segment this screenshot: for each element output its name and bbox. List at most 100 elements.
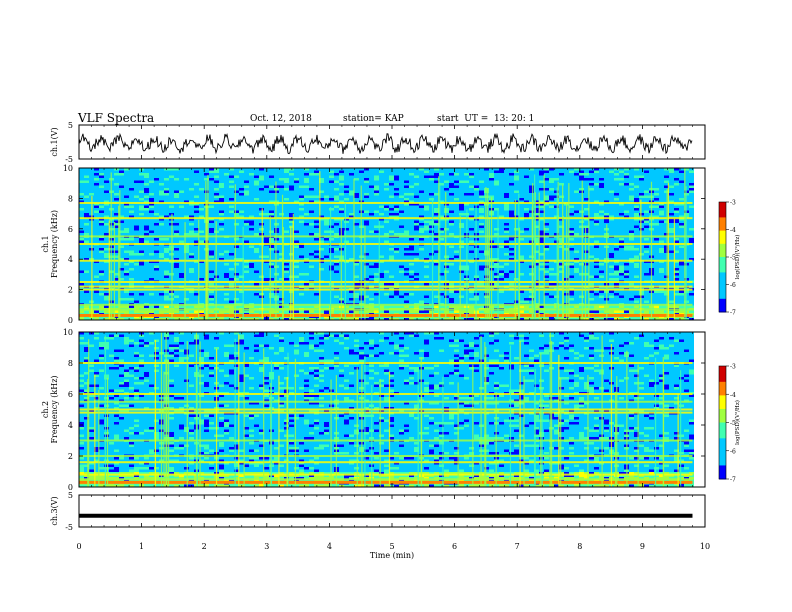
spectrogram-cell (284, 208, 289, 211)
spectrogram-cell (504, 253, 509, 256)
spectrogram-cell (524, 175, 529, 178)
spectrogram-cell (144, 265, 149, 268)
spectrogram-cell (629, 230, 634, 233)
spectrogram-cell (659, 210, 664, 213)
spectrogram-cell (354, 258, 359, 261)
spectrogram-cell (234, 183, 239, 186)
spectrogram-cell (644, 185, 649, 188)
spectrogram-cell (234, 208, 239, 211)
spectrogram-cell (114, 253, 119, 256)
spectrogram-cell (159, 170, 164, 173)
spectrogram-cell (269, 250, 274, 253)
spectrogram-cell (124, 230, 129, 233)
spectrogram-cell (134, 208, 139, 211)
spectrogram-cell (689, 195, 694, 198)
spectrogram-cell (449, 248, 454, 251)
spectrogram-cell (619, 250, 624, 253)
spectrogram-cell (234, 248, 239, 251)
spectrogram-cell (534, 240, 539, 243)
spectrogram-cell (79, 208, 84, 211)
spectrogram-cell (99, 193, 104, 196)
spectrogram-cell (519, 200, 524, 203)
spectrogram-cell (289, 228, 294, 231)
spectrogram-cell (644, 203, 649, 206)
spectrogram-cell (294, 188, 299, 191)
spectrogram-cell (254, 228, 259, 231)
spectrogram-cell (409, 188, 414, 191)
spectrogram-cell (129, 260, 134, 263)
spectrogram-cell (669, 255, 674, 258)
spectrogram-cell (144, 168, 149, 171)
spectrogram-cell (639, 200, 644, 203)
spectrogram-cell (399, 180, 404, 183)
spectrogram-cell (674, 180, 679, 183)
spectrogram-cell (674, 245, 679, 248)
spectrogram-cell (179, 250, 184, 253)
spectrogram-cell (604, 173, 609, 176)
spectrogram-cell (589, 225, 594, 228)
spectrogram-cell (629, 260, 634, 263)
spectrogram-cell (284, 195, 289, 198)
spectrogram-cell (619, 220, 624, 223)
spectrogram-cell (609, 193, 614, 196)
spectrogram-cell (144, 215, 149, 218)
spectrogram-cell (194, 245, 199, 248)
spectrogram-cell (494, 240, 499, 243)
spectrogram-cell (284, 210, 289, 213)
spectrogram-cell (609, 240, 614, 243)
spectrogram-cell (389, 185, 394, 188)
spectrogram-cell (654, 240, 659, 243)
spectrogram-cell (244, 253, 249, 256)
spectrogram-cell (634, 178, 639, 181)
spectrogram-cell (269, 265, 274, 268)
spectrogram-cell (154, 200, 159, 203)
spectrogram-cell (339, 198, 344, 201)
spectrogram-cell (404, 173, 409, 176)
spectrogram-cell (619, 215, 624, 218)
spectrogram-cell (134, 195, 139, 198)
spectrogram-cell (244, 225, 249, 228)
spectrogram-cell (334, 233, 339, 236)
spectrogram-cell (349, 208, 354, 211)
spectrogram-cell (259, 258, 264, 261)
spectrogram-cell (554, 193, 559, 196)
spectrogram-cell (469, 175, 474, 178)
spectrogram-cell (609, 210, 614, 213)
spectrogram-cell (94, 180, 99, 183)
spectrogram-cell (344, 200, 349, 203)
spectrogram-cell (534, 225, 539, 228)
spectrogram-cell (204, 173, 209, 176)
spectrogram-cell (269, 185, 274, 188)
spectrogram-cell (559, 173, 564, 176)
spectrogram-cell (499, 205, 504, 208)
spectrogram-cell (364, 215, 369, 218)
spectrogram-cell (324, 230, 329, 233)
spectrogram-cell (599, 250, 604, 253)
spectrogram-cell (344, 218, 349, 221)
spectrogram-cell (669, 170, 674, 173)
spectrogram-cell (564, 188, 569, 191)
spectrogram-cell (439, 210, 444, 213)
spectrogram-cell (134, 245, 139, 248)
spectrogram-cell (544, 238, 549, 241)
spectrogram-cell (579, 260, 584, 263)
spectrogram-cell (644, 250, 649, 253)
spectrogram-cell (449, 193, 454, 196)
spectrogram-cell (579, 245, 584, 248)
spectrogram-cell (184, 183, 189, 186)
spectrogram-cell (244, 195, 249, 198)
spectrogram-cell (354, 233, 359, 236)
spectrogram-cell (139, 178, 144, 181)
spectrogram-cell (144, 263, 149, 266)
spectrogram-cell (634, 253, 639, 256)
spectrogram-cell (519, 198, 524, 201)
spectrogram-cell (104, 170, 109, 173)
spectrogram-cell (104, 215, 109, 218)
spectrogram-cell (624, 185, 629, 188)
spectrogram-cell (419, 255, 424, 258)
spectrogram-cell (679, 210, 684, 213)
spectrogram-cell (284, 240, 289, 243)
spectrogram-cell (579, 168, 584, 171)
spectrogram-cell (514, 225, 519, 228)
spectrogram-cell (624, 198, 629, 201)
